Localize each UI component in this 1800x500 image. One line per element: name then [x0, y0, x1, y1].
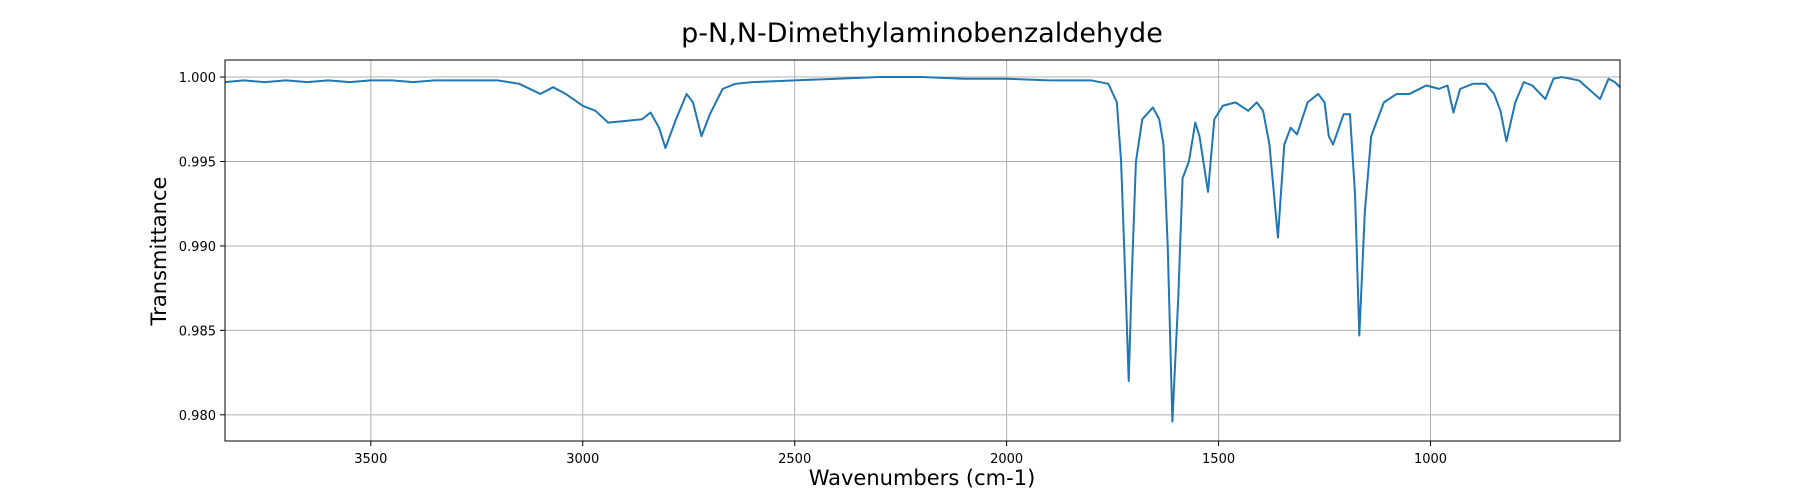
x-tick-label: 2000: [990, 452, 1023, 467]
y-tick-label: 0.995: [179, 155, 216, 170]
y-tick-label: 1.000: [179, 71, 216, 86]
x-axis-label: Wavenumbers (cm-1): [809, 466, 1036, 490]
x-tick-label: 3000: [566, 452, 599, 467]
y-axis-label: Transmittance: [147, 177, 171, 327]
spectrum-line: [224, 76, 1621, 423]
plot-frame: [224, 59, 1621, 442]
x-tick-label: 3500: [354, 452, 387, 467]
y-tick-label: 0.985: [179, 324, 216, 339]
x-tick-label: 2500: [778, 452, 811, 467]
y-tick-label: 0.990: [179, 240, 216, 255]
x-tick-label: 1500: [1202, 452, 1235, 467]
x-tick-label: 1000: [1414, 452, 1447, 467]
y-tick-label: 0.980: [179, 409, 216, 424]
chart-title: p-N,N-Dimethylaminobenzaldehyde: [681, 18, 1163, 49]
